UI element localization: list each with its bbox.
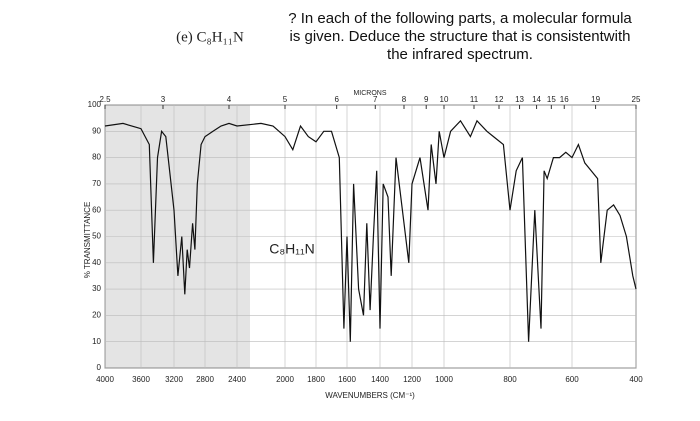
x-tick-label: 3200 [165,375,183,384]
x-tick-label: 3600 [132,375,150,384]
micron-tick-label: 13 [515,95,524,104]
y-tick-label: 40 [92,258,101,267]
x-tick-label: 1000 [435,375,453,384]
y-tick-label: 50 [92,232,101,241]
y-tick-label: 60 [92,205,101,214]
micron-tick-label: 5 [283,95,288,104]
micron-tick-label: 7 [373,95,378,104]
annotation: C₈H₁₁N [269,241,315,257]
question: ? In each of the following parts, a mole… [288,10,632,63]
micron-tick-label: 15 [547,95,556,104]
top-label: MICRONS [353,90,386,97]
micron-tick-label: 16 [560,95,569,104]
x-tick-label: 800 [503,375,517,384]
y-tick-label: 20 [92,311,101,320]
micron-tick-label: 9 [424,95,429,104]
x-tick-label: 400 [629,375,643,384]
y-tick-label: 80 [92,153,101,162]
y-tick-label: 0 [97,363,102,372]
question-box: ? In each of the following parts, a mole… [288,10,632,63]
micron-tick-label: 12 [495,95,504,104]
y-tick-label: 30 [92,284,101,293]
micron-tick-label: 2.5 [99,95,111,104]
y-tick-label: 90 [92,126,101,135]
y-tick-label: 100 [88,100,102,109]
x-tick-label: 2800 [196,375,214,384]
micron-tick-label: 3 [161,95,166,104]
x-tick-label: 2400 [228,375,246,384]
x-tick-label: 2000 [276,375,294,384]
micron-tick-label: 6 [334,95,339,104]
x-tick-label: 1800 [307,375,325,384]
micron-tick-label: 8 [402,95,407,104]
spectrum-line [104,119,637,342]
x-axis-label: WAVENUMBERS (CM⁻¹) [325,391,415,400]
micron-tick-label: 14 [532,95,541,104]
micron-tick-label: 10 [440,95,449,104]
y-tick-label: 70 [92,179,101,188]
x-tick-label: 1200 [403,375,421,384]
y-axis-label: % TRANSMITTANCE [83,202,92,279]
micron-tick-label: 11 [470,95,479,104]
x-tick-label: 4000 [96,375,114,384]
x-tick-label: 600 [565,375,579,384]
micron-tick-label: 25 [632,95,641,104]
micron-tick-label: 4 [227,95,232,104]
y-tick-label: 10 [92,337,101,346]
x-tick-label: 1400 [371,375,389,384]
micron-tick-label: 19 [591,95,600,104]
chart-title: (e) C₈H₁₁N [176,29,244,45]
x-tick-label: 1600 [338,375,356,384]
